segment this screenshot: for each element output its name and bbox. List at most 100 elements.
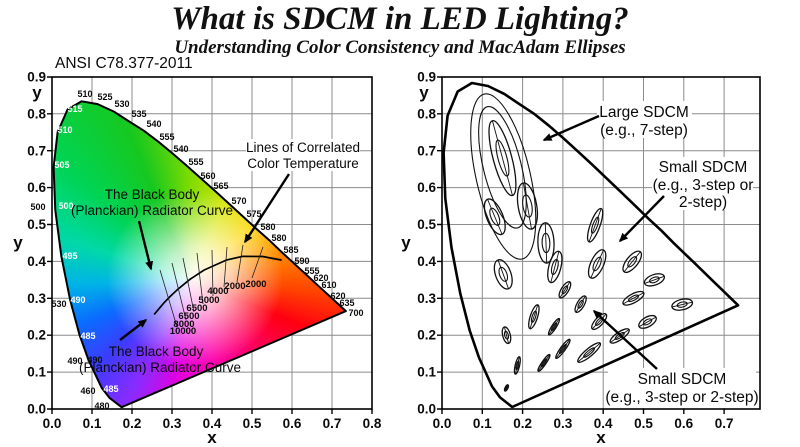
y-tick-label: 0.3 xyxy=(417,291,436,306)
cct-annotation-line1: Lines of Correlated xyxy=(246,140,360,155)
y-tick-label: 0.6 xyxy=(27,180,46,195)
wavelength-label: 530 xyxy=(114,99,129,109)
wavelength-label: 585 xyxy=(283,245,298,255)
wavelength-label: 460 xyxy=(80,386,95,396)
left-y-axis-letter-top: y xyxy=(32,83,42,102)
small-sdcm-a-line3: 2-step) xyxy=(679,194,727,211)
y-tick-label: 0.9 xyxy=(27,70,46,85)
wavelength-label: 590 xyxy=(294,256,309,266)
x-tick-label: 0.1 xyxy=(83,416,102,431)
page-subtitle: Understanding Color Consistency and MacA… xyxy=(174,37,626,58)
y-tick-label: 0.1 xyxy=(417,365,436,380)
x-tick-label: 0.4 xyxy=(594,416,613,431)
large-sdcm-arrow xyxy=(542,114,600,142)
wavelength-label: 510 xyxy=(77,89,92,99)
cct-iso-lines xyxy=(159,244,264,328)
x-tick-label: 0.1 xyxy=(473,416,492,431)
y-tick-label: 0.0 xyxy=(27,402,46,417)
wavelength-label: 535 xyxy=(131,109,146,119)
wavelength-label: 620 xyxy=(313,273,328,283)
blackbody-bottom-arrow xyxy=(119,319,148,341)
macadam-ellipse xyxy=(488,119,517,197)
macadam-ellipse xyxy=(558,281,572,299)
blackbody-bottom-line2: (Planckian) Radiator Curve xyxy=(79,360,241,375)
wavelength-label: 490 xyxy=(87,355,102,365)
y-tick-label: 0.4 xyxy=(417,254,436,269)
wavelength-label: 555 xyxy=(159,132,174,142)
x-tick-label: 0.2 xyxy=(513,416,532,431)
macadam-ellipse xyxy=(478,105,527,229)
small-sdcm-b-backdrop xyxy=(608,368,756,408)
right-x-axis-letter: x xyxy=(596,428,606,447)
macadam-ellipse xyxy=(671,298,694,311)
cct-value-label: 2000 xyxy=(224,281,245,292)
wavelength-label: 510 xyxy=(57,125,72,135)
wavelength-label: 525 xyxy=(97,92,112,102)
small-sdcm-a-backdrop xyxy=(652,157,753,210)
wavelength-label: 500 xyxy=(58,201,73,211)
wavelength-label: 500 xyxy=(30,202,45,212)
macadam-ellipse xyxy=(493,259,513,290)
macadam-ellipse xyxy=(577,342,602,363)
wavelength-label: 515 xyxy=(67,104,82,114)
wavelength-label: 555 xyxy=(188,157,203,167)
x-tick-label: 0.0 xyxy=(43,416,62,431)
small-sdcm-a-arrow xyxy=(618,195,665,243)
right-axis-labels: 0.0 0.1 0.2 0.3 0.4 0.5 0.6 0.7 0.9 0.8 0.7 0.6 0.5 0… xyxy=(417,70,733,432)
cct-value-label: 6500 xyxy=(178,311,199,322)
macadam-ellipse xyxy=(622,250,643,274)
cct-value-label: 6500 xyxy=(186,303,207,314)
x-tick-label: 0.7 xyxy=(323,416,342,431)
cct-value-label: 5000 xyxy=(198,295,219,306)
macadam-ellipse xyxy=(638,314,657,329)
right-y-axis-letter: y xyxy=(401,233,411,252)
cct-annotation-line2: Color Temperature xyxy=(247,156,359,171)
y-tick-label: 0.2 xyxy=(417,328,436,343)
macadam-ellipse xyxy=(528,304,540,330)
y-tick-label: 0.3 xyxy=(27,291,46,306)
y-tick-label: 0.9 xyxy=(417,70,436,85)
macadam-ellipse xyxy=(503,384,510,392)
x-tick-label: 0.6 xyxy=(674,416,693,431)
large-sdcm-line1: Large SDCM xyxy=(599,104,689,121)
macadam-ellipse xyxy=(586,207,604,243)
wavelength-label: 635 xyxy=(339,298,354,308)
cct-value-label: 2000 xyxy=(245,279,266,290)
left-chart: 510 5255305355405555405555605655705755805… xyxy=(13,70,382,447)
left-x-axis-letter: x xyxy=(207,428,217,447)
wavelength-label: 495 xyxy=(62,251,77,261)
wavelength-label: 505 xyxy=(54,160,69,170)
y-tick-label: 0.4 xyxy=(27,254,46,269)
x-tick-label: 0.2 xyxy=(123,416,142,431)
macadam-ellipse xyxy=(643,273,666,287)
right-chart: Large SDCM (e.g., 7-step) Small SDCM (e.… xyxy=(401,70,758,447)
x-tick-label: 0.0 xyxy=(433,416,452,431)
macadam-ellipse xyxy=(516,182,539,230)
y-tick-label: 0.8 xyxy=(417,106,436,121)
standard-heading: ANSI C78.377-2011 xyxy=(55,55,193,72)
wavelength-label: 560 xyxy=(200,171,215,181)
x-tick-label: 0.8 xyxy=(363,416,382,431)
x-tick-label: 0.6 xyxy=(283,416,302,431)
macadam-ellipse xyxy=(547,250,563,284)
macadam-ellipse xyxy=(547,317,561,336)
wavelength-label: 555 xyxy=(304,266,319,276)
blackbody-top-arrow xyxy=(137,220,154,271)
y-tick-label: 0.5 xyxy=(27,217,46,232)
wavelength-label: 530 xyxy=(51,299,66,309)
small-sdcm-b-arrow xyxy=(592,309,658,370)
wavelength-label: 485 xyxy=(80,331,95,341)
right-tick-marks xyxy=(437,76,725,414)
planckian-locus-curve xyxy=(153,255,282,315)
macadam-ellipse xyxy=(483,198,506,236)
blackbody-top-line1: The Black Body xyxy=(105,187,200,202)
small-sdcm-b-line2: (e.g., 3-step or 2-step) xyxy=(605,389,758,406)
macadam-ellipse xyxy=(574,295,587,314)
x-tick-label: 0.4 xyxy=(203,416,222,431)
x-tick-label: 0.3 xyxy=(163,416,182,431)
macadam-ellipse xyxy=(587,249,607,279)
wavelength-label: 540 xyxy=(146,119,161,129)
x-tick-label: 0.7 xyxy=(715,416,734,431)
large-sdcm-line2: (e.g., 7-step) xyxy=(600,122,688,139)
